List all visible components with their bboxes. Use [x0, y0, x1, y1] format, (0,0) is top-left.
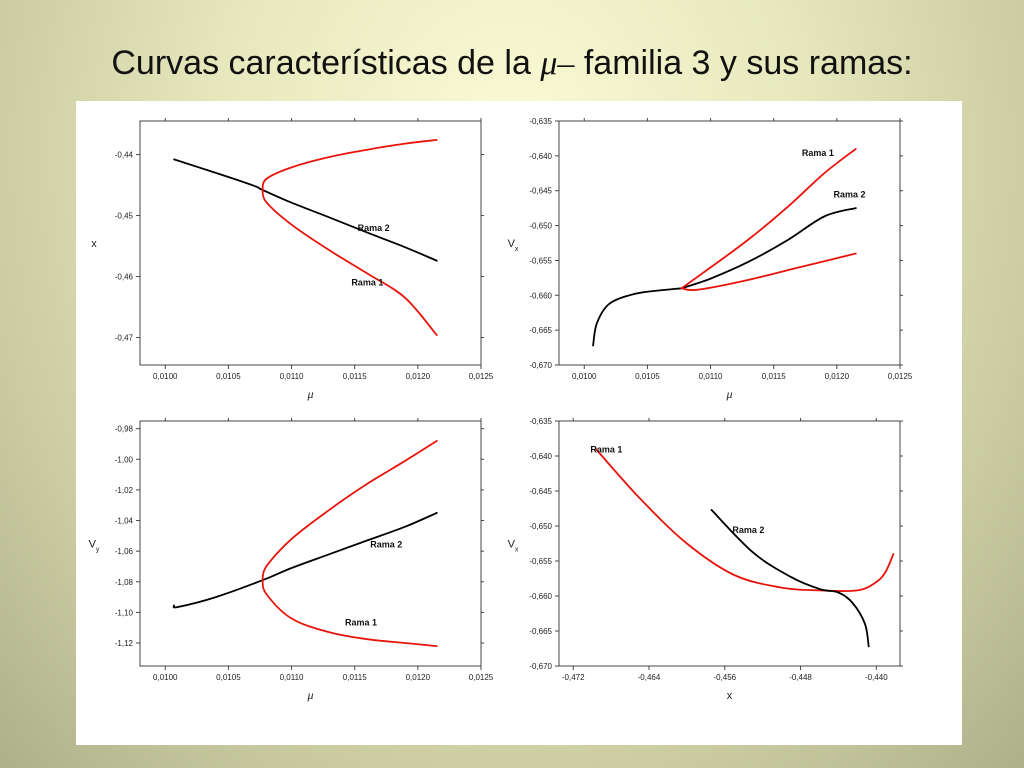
branch-annotation: Rama 2 — [370, 539, 402, 549]
y-tick-label: -0,660 — [529, 291, 552, 300]
x-axis-label: x — [727, 690, 733, 702]
y-tick-label: -0,670 — [529, 361, 552, 370]
y-tick-label: -0,640 — [529, 152, 552, 161]
x-tick-label: 0,0115 — [343, 372, 367, 381]
plot-frame — [139, 120, 482, 366]
x-axis-label: μ — [306, 688, 313, 702]
y-axis-label: Vx — [508, 539, 519, 554]
branch-annotation: Rama 1 — [590, 445, 622, 455]
y-tick-label: -0,670 — [529, 662, 552, 671]
x-tick-label: -0,440 — [865, 673, 888, 682]
x-tick-label: 0,0110 — [280, 372, 304, 381]
x-axis-label: μ — [725, 387, 732, 401]
x-tick-label: 0,0120 — [406, 673, 431, 682]
series-line-2 — [261, 139, 438, 191]
charts-panel: 0,0100 0,0105 0,0110 0,0115 0,0120 0,0125 -0,4… — [76, 101, 962, 745]
series-line-1 — [595, 448, 895, 593]
y-tick-label: -0,655 — [529, 557, 552, 566]
chart-1: 0,0100 0,0105 0,0110 0,0115 0,0120 0,0125 -0,4… — [91, 118, 494, 401]
y-tick-label: -0,44 — [115, 151, 134, 160]
y-tick-label: -0,650 — [529, 522, 552, 531]
y-tick-label: -1,12 — [115, 639, 134, 648]
series-line-1 — [592, 287, 683, 347]
slide-title: Curvas características de la μ– familia … — [0, 44, 1024, 83]
x-tick-label: -0,472 — [562, 673, 585, 682]
x-tick-label: -0,456 — [713, 673, 736, 682]
x-tick-label: 0,0120 — [825, 372, 850, 381]
charts-svg: 0,0100 0,0105 0,0110 0,0115 0,0120 0,0125 -0,4… — [89, 117, 913, 702]
x-tick-label: 0,0105 — [216, 673, 241, 682]
branch-annotation: Rama 2 — [732, 525, 764, 535]
plot-frame — [139, 420, 482, 667]
plot-frame — [558, 420, 901, 667]
y-tick-label: -0,47 — [115, 334, 134, 343]
y-tick-label: -0,98 — [115, 425, 134, 434]
x-tick-label: 0,0115 — [343, 673, 367, 682]
series-line-2 — [680, 207, 857, 290]
y-tick-label: -0,665 — [529, 627, 552, 636]
x-tick-label: 0,0100 — [572, 372, 597, 381]
plot-frame — [558, 120, 901, 366]
x-tick-label: 0,0125 — [469, 673, 494, 682]
x-tick-label: 0,0100 — [153, 372, 178, 381]
chart-2: 0,0100 0,0105 0,0110 0,0115 0,0120 0,0125 -0,6… — [508, 117, 913, 401]
series-line-3 — [261, 189, 438, 336]
y-axis-label: Vx — [508, 238, 519, 253]
series-line-3 — [680, 148, 857, 290]
y-tick-label: -0,45 — [115, 212, 134, 221]
y-tick-label: -0,650 — [529, 222, 552, 231]
y-tick-label: -0,665 — [529, 326, 552, 335]
x-tick-label: 0,0110 — [699, 372, 723, 381]
y-tick-label: -0,635 — [529, 117, 552, 126]
chart-3: 0,0100 0,0105 0,0110 0,0115 0,0120 0,0125 -0,9… — [89, 418, 494, 702]
branch-annotation: Rama 1 — [351, 278, 383, 288]
series-line-1 — [172, 512, 438, 609]
series-line-1 — [173, 158, 438, 262]
x-tick-label: 0,0125 — [469, 372, 494, 381]
y-tick-label: -1,10 — [115, 608, 134, 617]
x-tick-label: 0,0115 — [762, 372, 786, 381]
y-tick-label: -0,645 — [529, 487, 552, 496]
y-tick-label: -0,635 — [529, 417, 552, 426]
x-tick-label: -0,464 — [638, 673, 661, 682]
series-line-4 — [680, 252, 857, 291]
title-before: Curvas características de la — [111, 44, 531, 82]
y-tick-label: -1,02 — [115, 486, 134, 495]
y-axis-label: Vy — [89, 539, 100, 554]
y-tick-label: -0,645 — [529, 187, 552, 196]
y-tick-label: -0,655 — [529, 256, 552, 265]
x-tick-label: 0,0120 — [406, 372, 431, 381]
x-tick-label: 0,0105 — [635, 372, 660, 381]
chart-4: -0,472 -0,464 -0,456 -0,448 -0,440 -0,635 -0,6… — [508, 417, 903, 702]
title-mu-symbol: μ– — [540, 45, 575, 82]
branch-annotation: Rama 1 — [345, 617, 377, 627]
branch-annotation: Rama 1 — [802, 148, 834, 158]
y-tick-label: -0,640 — [529, 452, 552, 461]
x-tick-label: 0,0110 — [280, 673, 304, 682]
x-tick-label: 0,0105 — [216, 372, 241, 381]
title-after: familia 3 y sus ramas: — [583, 44, 913, 82]
series-line-2 — [261, 440, 438, 582]
y-tick-label: -1,06 — [115, 547, 134, 556]
y-tick-label: -0,46 — [115, 273, 134, 282]
y-tick-label: -1,08 — [115, 578, 134, 587]
y-axis-label: x — [91, 238, 97, 250]
y-tick-label: -0,660 — [529, 592, 552, 601]
branch-annotation: Rama 2 — [833, 190, 865, 200]
branch-annotation: Rama 2 — [358, 223, 390, 233]
series-line-2 — [710, 509, 870, 648]
series-line-3 — [261, 579, 438, 647]
x-tick-label: -0,448 — [789, 673, 812, 682]
x-tick-label: 0,0100 — [153, 673, 178, 682]
x-tick-label: 0,0125 — [888, 372, 913, 381]
x-axis-label: μ — [306, 387, 313, 401]
y-tick-label: -1,04 — [115, 517, 134, 526]
y-tick-label: -1,00 — [115, 455, 134, 464]
